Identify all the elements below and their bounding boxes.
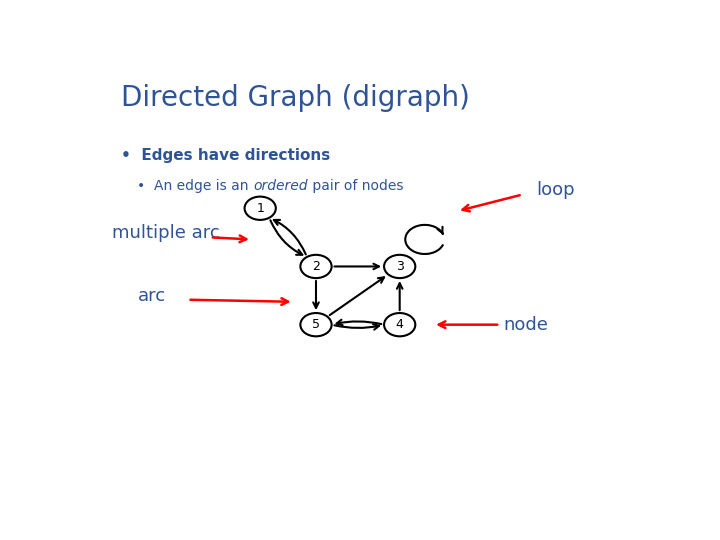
Text: pair of nodes: pair of nodes: [308, 179, 403, 193]
Text: loop: loop: [536, 180, 575, 199]
Text: 1: 1: [256, 202, 264, 215]
Circle shape: [300, 255, 332, 278]
Text: •  An edge is an: • An edge is an: [138, 179, 253, 193]
Circle shape: [384, 255, 415, 278]
FancyArrowPatch shape: [270, 220, 302, 255]
Circle shape: [384, 313, 415, 336]
Text: 2: 2: [312, 260, 320, 273]
FancyArrowPatch shape: [337, 320, 382, 325]
Text: 3: 3: [396, 260, 404, 273]
Text: 5: 5: [312, 318, 320, 331]
Text: 4: 4: [396, 318, 404, 331]
FancyArrowPatch shape: [334, 264, 379, 269]
Text: •  Edges have directions: • Edges have directions: [121, 148, 330, 163]
FancyArrowPatch shape: [334, 324, 379, 329]
FancyArrowPatch shape: [274, 220, 306, 254]
Text: node: node: [503, 316, 548, 334]
FancyArrowPatch shape: [313, 281, 319, 308]
Text: ordered: ordered: [253, 179, 308, 193]
Text: Directed Graph (digraph): Directed Graph (digraph): [121, 84, 469, 112]
Circle shape: [245, 197, 276, 220]
Text: multiple arc: multiple arc: [112, 224, 220, 242]
FancyArrowPatch shape: [330, 278, 384, 315]
FancyArrowPatch shape: [397, 283, 402, 310]
Circle shape: [300, 313, 332, 336]
Text: arc: arc: [138, 287, 166, 305]
